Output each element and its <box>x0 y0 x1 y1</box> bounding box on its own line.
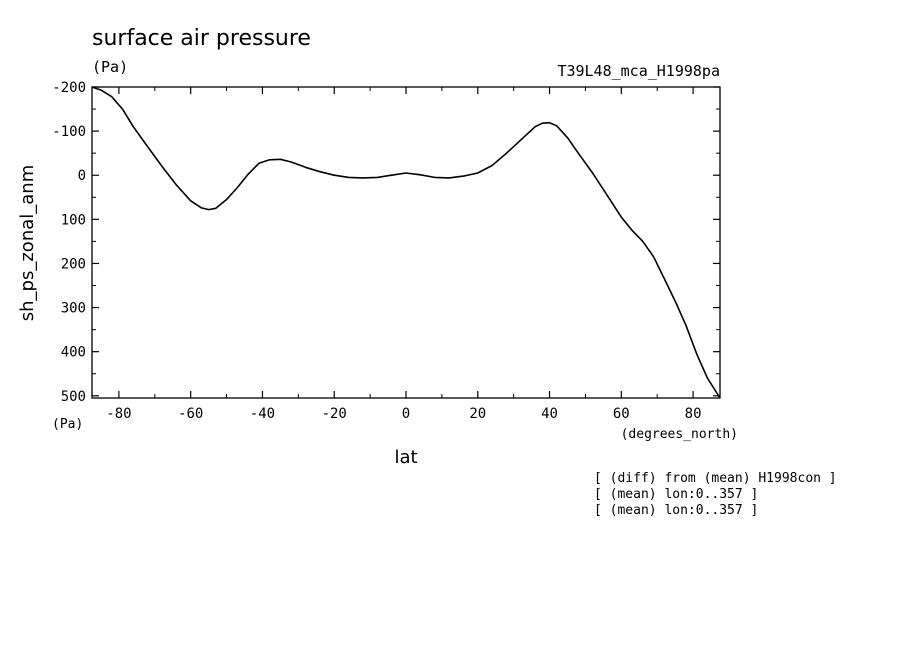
chart-title: surface air pressure <box>92 26 311 51</box>
x-tick-label: 20 <box>469 406 486 422</box>
y-tick-label: 400 <box>61 345 86 361</box>
x-axis-ticks: -80 -60 -40 -20 0 20 40 60 80 <box>106 87 702 422</box>
y-tick-label: 100 <box>61 212 86 228</box>
annotation-line-1: [ (diff) from (mean) H1998con ] <box>594 471 837 486</box>
y-tick-label: -100 <box>52 124 86 140</box>
x-tick-label: 0 <box>402 406 410 422</box>
x-tick-label: -80 <box>106 406 131 422</box>
x-axis-units: (degrees_north) <box>621 427 738 442</box>
run-label: T39L48_mca_H1998pa <box>557 62 720 80</box>
series-line <box>91 86 721 399</box>
annotation-line-2: [ (mean) lon:0..357 ] <box>594 487 758 502</box>
y-tick-label: 300 <box>61 301 86 317</box>
y-tick-label: -200 <box>52 80 86 96</box>
x-tick-label: 60 <box>613 406 630 422</box>
y-tick-label: 500 <box>61 389 86 405</box>
y-axis-label: sh_ps_zonal_anm <box>17 165 38 321</box>
x-tick-label: -20 <box>322 406 347 422</box>
x-tick-label: 80 <box>685 406 702 422</box>
plot-frame <box>91 86 721 399</box>
y-axis-units: (Pa) <box>52 417 83 432</box>
x-tick-label: 40 <box>541 406 558 422</box>
y-tick-label: 200 <box>61 256 86 272</box>
annotation-line-3: [ (mean) lon:0..357 ] <box>594 503 758 518</box>
y-tick-label: 0 <box>78 168 86 184</box>
title-units: (Pa) <box>92 58 128 76</box>
y-axis-ticks: -200 -100 0 100 200 300 400 500 <box>52 80 720 405</box>
x-tick-label: -60 <box>178 406 203 422</box>
series-layer <box>91 86 721 399</box>
x-axis-label: lat <box>394 447 417 468</box>
x-tick-label: -40 <box>250 406 275 422</box>
